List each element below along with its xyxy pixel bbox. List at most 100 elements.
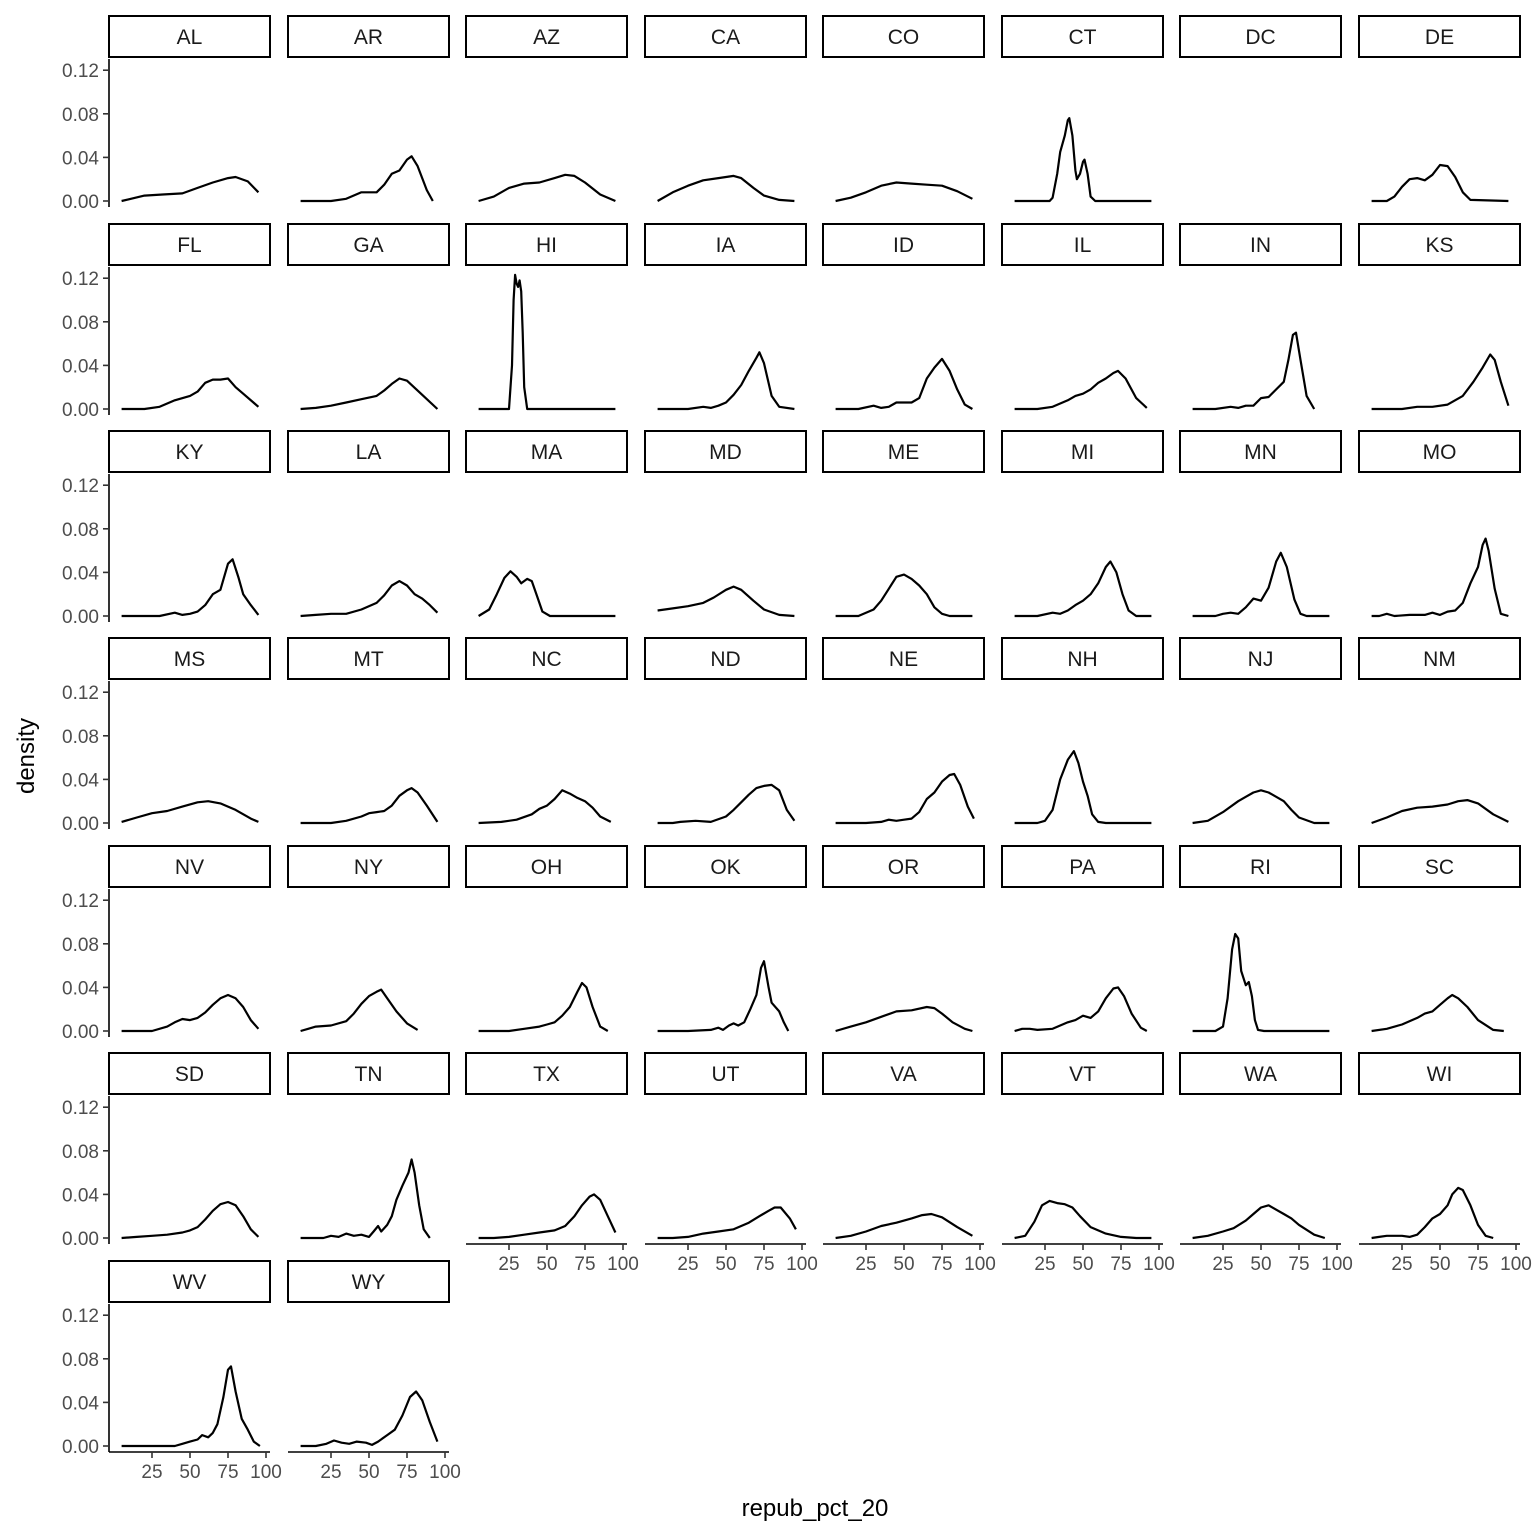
y-tick-label: 0.04 [62, 770, 99, 791]
density-curve-ks [1371, 353, 1510, 411]
facet-panel-wy: WY 25 50 75 100 [287, 1260, 461, 1483]
facet-panel-va: VA 25 50 75 100 [822, 1052, 996, 1275]
facet-panel-hi: HI [465, 223, 628, 411]
facet-strip-label: MO [1423, 441, 1457, 464]
density-curve-mt [300, 787, 439, 825]
density-curve-vt [1014, 1199, 1152, 1240]
facet-strip [822, 430, 985, 473]
facet-panel-tn: TN [287, 1052, 450, 1240]
density-curve-hi [478, 273, 616, 411]
facet-strip [644, 15, 807, 58]
facet-strip [1179, 1052, 1342, 1095]
x-tick-label: 25 [1212, 1254, 1233, 1275]
facet-panel-pa: PA [1001, 845, 1164, 1033]
facet-strip [1001, 637, 1164, 680]
density-curve-pa [1014, 986, 1148, 1033]
facet-strip-label: PA [1069, 856, 1095, 879]
facet-strip-label: TN [355, 1063, 383, 1086]
density-curve-in [1192, 331, 1316, 411]
facet-strip-label: NM [1423, 648, 1456, 671]
x-tick-label: 50 [1250, 1254, 1271, 1275]
x-tick-label: 25 [1391, 1254, 1412, 1275]
facet-strip [822, 15, 985, 58]
x-tick-label: 100 [1321, 1254, 1353, 1275]
facet-strip [644, 1052, 807, 1095]
facet-strip-label: AL [177, 26, 203, 49]
facet-panel-ca: CA [644, 15, 807, 203]
density-curve-nh [1014, 750, 1152, 825]
y-tick-label: 0.12 [62, 61, 99, 82]
facet-strip-label: NY [354, 856, 383, 879]
facet-panel-md: MD [644, 430, 807, 618]
density-curve-wy [300, 1390, 439, 1448]
facet-strip [1001, 15, 1164, 58]
facet-strip [1179, 637, 1342, 680]
facet-panel-ok: OK [644, 845, 807, 1033]
x-tick-label: 100 [250, 1462, 282, 1483]
facet-strip-label: MA [531, 441, 563, 464]
y-tick-label: 0.12 [62, 1098, 99, 1119]
facet-panel-ar: AR [287, 15, 450, 203]
y-tick-label: 0.12 [62, 1306, 99, 1327]
y-tick-label: 0.08 [62, 105, 99, 126]
facet-panel-sc: SC [1358, 845, 1521, 1033]
density-curve-sc [1371, 993, 1504, 1033]
facet-strip [822, 223, 985, 266]
density-curve-va [835, 1212, 973, 1240]
facet-strip-label: MT [353, 648, 383, 671]
facet-strip-label: WI [1427, 1063, 1453, 1086]
y-tick-label: 0.04 [62, 1185, 99, 1206]
density-curve-az [478, 173, 616, 203]
density-curve-me [835, 573, 973, 618]
density-curve-ky [121, 558, 260, 618]
y-tick-label: 0.08 [62, 727, 99, 748]
facet-strip-label: NJ [1248, 648, 1274, 671]
density-curve-nc [478, 789, 612, 825]
density-curve-oh [478, 981, 609, 1033]
facet-strip [822, 1052, 985, 1095]
x-tick-label: 75 [931, 1254, 952, 1275]
x-tick-label: 100 [429, 1462, 461, 1483]
density-curve-ar [300, 155, 434, 203]
y-tick-label: 0.00 [62, 607, 99, 628]
facet-strip [465, 845, 628, 888]
facet-strip-label: HI [536, 234, 557, 257]
facet-panel-il: IL [1001, 223, 1164, 411]
facet-strip-label: NE [889, 648, 918, 671]
x-tick-label: 50 [1429, 1254, 1450, 1275]
density-curve-or [835, 1005, 973, 1033]
facet-panel-dc: DC [1179, 15, 1342, 58]
facet-strip-label: NH [1067, 648, 1097, 671]
facet-strip [1358, 1052, 1521, 1095]
x-tick-label: 25 [677, 1254, 698, 1275]
density-curve-ut [657, 1206, 797, 1240]
y-tick-label: 0.08 [62, 520, 99, 541]
density-curve-nv [121, 993, 260, 1033]
x-tick-label: 50 [715, 1254, 736, 1275]
facet-strip [287, 637, 450, 680]
facet-strip-label: RI [1250, 856, 1271, 879]
facet-strip [287, 1052, 450, 1095]
facet-panel-ne: NE [822, 637, 985, 825]
facet-panel-de: DE [1358, 15, 1521, 203]
facet-panel-nh: NH [1001, 637, 1164, 825]
density-curve-ma [478, 570, 616, 618]
y-tick-label: 0.04 [62, 978, 99, 999]
density-curve-md [657, 585, 795, 618]
facet-strip [287, 430, 450, 473]
x-tick-label: 100 [607, 1254, 639, 1275]
density-curve-sd [121, 1200, 260, 1240]
facet-panel-ma: MA [465, 430, 628, 618]
facet-strip-label: DC [1245, 26, 1275, 49]
facet-strip-label: SD [175, 1063, 204, 1086]
density-curve-nd [657, 783, 796, 825]
facet-strip-label: MS [174, 648, 206, 671]
facet-strip-label: OH [531, 856, 563, 879]
facet-panel-tx: TX 25 50 75 100 [465, 1052, 639, 1275]
facet-strip-label: WA [1244, 1063, 1277, 1086]
facet-strip [822, 637, 985, 680]
facet-panel-ga: GA [287, 223, 450, 411]
y-axis-title: density [13, 718, 40, 794]
facet-strip [1358, 15, 1521, 58]
x-tick-label: 100 [1143, 1254, 1175, 1275]
